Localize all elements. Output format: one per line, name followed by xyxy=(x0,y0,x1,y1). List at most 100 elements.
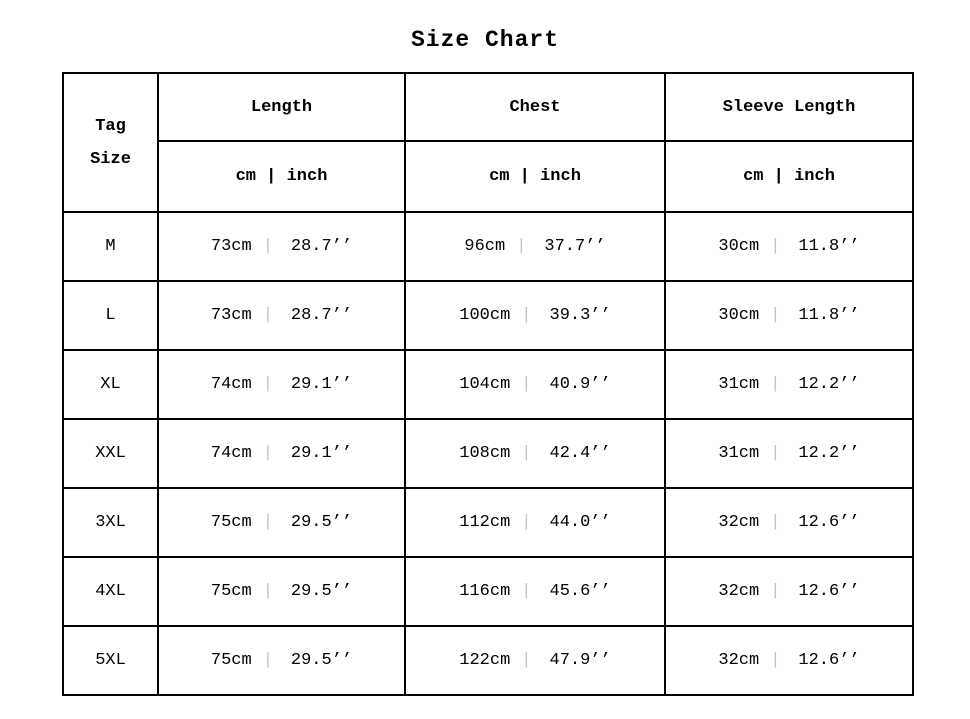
size-cell: 3XL xyxy=(62,487,159,558)
unit-separator-pipe: | xyxy=(521,651,532,670)
unit-separator-pipe: | xyxy=(770,513,781,532)
table-header: Tag Size Length Chest Sleeve Length cm |… xyxy=(62,72,914,213)
unit-separator-pipe: | xyxy=(770,375,781,394)
units-header-length: cm | inch xyxy=(157,140,406,213)
table-row: 3XL 75cm | 29.5’’ 112cm | 44.0’’ 32cm | 12.6’’ xyxy=(62,487,914,558)
header-row-units: cm | inch cm | inch cm | inch xyxy=(63,140,914,213)
unit-separator-pipe: | xyxy=(521,306,532,325)
cm-value: 30cm xyxy=(718,237,760,256)
sleeve-cell: 30cm | 11.8’’ xyxy=(664,280,914,351)
inch-value: 44.0’’ xyxy=(549,513,611,532)
cm-value: 74cm xyxy=(210,375,252,394)
sleeve-cell: 32cm | 12.6’’ xyxy=(664,625,914,696)
column-header-sleeve-length: Sleeve Length xyxy=(664,72,914,142)
inch-value: 28.7’’ xyxy=(290,306,353,325)
unit-separator-pipe: | xyxy=(262,306,273,325)
inch-value: 47.9’’ xyxy=(549,651,611,670)
inch-value: 12.6’’ xyxy=(798,582,860,601)
inch-value: 45.6’’ xyxy=(549,582,611,601)
sleeve-cell: 31cm | 12.2’’ xyxy=(664,349,914,420)
cm-value: 31cm xyxy=(718,375,760,394)
unit-separator-pipe: | xyxy=(262,375,273,394)
inch-value: 29.5’’ xyxy=(290,513,353,532)
inch-value: 29.5’’ xyxy=(290,582,353,601)
length-cell: 74cm | 29.1’’ xyxy=(157,349,406,420)
chest-cell: 108cm | 42.4’’ xyxy=(404,418,666,489)
inch-value: 37.7’’ xyxy=(544,237,606,256)
cm-value: 108cm xyxy=(459,444,511,463)
unit-separator-pipe: | xyxy=(262,513,273,532)
cm-value: 32cm xyxy=(718,582,760,601)
cm-value: 32cm xyxy=(718,513,760,532)
table-row: 5XL 75cm | 29.5’’ 122cm | 47.9’’ 32cm | 12.6’’ xyxy=(62,625,914,696)
inch-value: 12.2’’ xyxy=(798,444,860,463)
unit-separator-pipe: | xyxy=(770,651,781,670)
cm-value: 112cm xyxy=(459,513,511,532)
table-row: XL 74cm | 29.1’’ 104cm | 40.9’’ 31cm | 12.2’’ xyxy=(62,349,914,420)
table-row: L 73cm | 28.7’’ 100cm | 39.3’’ 30cm | 11.8’’ xyxy=(62,280,914,351)
length-cell: 74cm | 29.1’’ xyxy=(157,418,406,489)
cm-value: 122cm xyxy=(459,651,511,670)
cm-value: 75cm xyxy=(210,513,252,532)
cm-value: 31cm xyxy=(718,444,760,463)
inch-value: 12.6’’ xyxy=(798,651,860,670)
length-cell: 75cm | 29.5’’ xyxy=(157,556,406,627)
cm-value: 73cm xyxy=(210,306,252,325)
inch-value: 12.2’’ xyxy=(798,375,860,394)
cm-value: 32cm xyxy=(718,651,760,670)
inch-value: 29.5’’ xyxy=(290,651,353,670)
column-header-length: Length xyxy=(157,72,406,142)
chest-cell: 122cm | 47.9’’ xyxy=(404,625,666,696)
table-row: 4XL 75cm | 29.5’’ 116cm | 45.6’’ 32cm | 12.6’’ xyxy=(62,556,914,627)
inch-value: 42.4’’ xyxy=(549,444,611,463)
size-cell: XXL xyxy=(62,418,159,489)
chest-cell: 116cm | 45.6’’ xyxy=(404,556,666,627)
inch-value: 39.3’’ xyxy=(549,306,611,325)
sleeve-cell: 32cm | 12.6’’ xyxy=(664,556,914,627)
unit-separator-pipe: | xyxy=(770,306,781,325)
cm-value: 73cm xyxy=(210,237,252,256)
size-cell: 4XL xyxy=(62,556,159,627)
units-header-sleeve-length: cm | inch xyxy=(664,140,914,213)
size-cell: M xyxy=(62,211,159,282)
unit-separator-pipe: | xyxy=(770,237,781,256)
cm-value: 96cm xyxy=(464,237,506,256)
chest-cell: 100cm | 39.3’’ xyxy=(404,280,666,351)
cm-value: 116cm xyxy=(459,582,511,601)
unit-separator-pipe: | xyxy=(521,444,532,463)
unit-separator-pipe: | xyxy=(770,582,781,601)
table-row: M 73cm | 28.7’’ 96cm | 37.7’’ 30cm | 11.8’’ xyxy=(62,211,914,282)
chest-cell: 96cm | 37.7’’ xyxy=(404,211,666,282)
unit-separator-pipe: | xyxy=(770,444,781,463)
unit-separator-pipe: | xyxy=(262,582,273,601)
corner-header-line1: Tag xyxy=(95,116,126,136)
unit-separator-pipe: | xyxy=(521,582,532,601)
length-cell: 75cm | 29.5’’ xyxy=(157,625,406,696)
inch-value: 29.1’’ xyxy=(290,375,353,394)
length-cell: 75cm | 29.5’’ xyxy=(157,487,406,558)
inch-value: 29.1’’ xyxy=(290,444,353,463)
cm-value: 30cm xyxy=(718,306,760,325)
unit-separator-pipe: | xyxy=(516,237,527,256)
header-row-labels: Tag Size Length Chest Sleeve Length xyxy=(62,72,914,213)
chest-cell: 112cm | 44.0’’ xyxy=(404,487,666,558)
inch-value: 12.6’’ xyxy=(798,513,860,532)
cm-value: 100cm xyxy=(459,306,511,325)
page-title: Size Chart xyxy=(410,27,560,53)
table-body: M 73cm | 28.7’’ 96cm | 37.7’’ 30cm | 11.8’’ L 73cm |… xyxy=(62,211,914,696)
length-cell: 73cm | 28.7’’ xyxy=(157,211,406,282)
units-header-chest: cm | inch xyxy=(404,140,666,213)
inch-value: 11.8’’ xyxy=(798,237,860,256)
inch-value: 40.9’’ xyxy=(549,375,611,394)
column-header-chest: Chest xyxy=(404,72,666,142)
size-cell: 5XL xyxy=(62,625,159,696)
unit-separator-pipe: | xyxy=(262,237,273,256)
sleeve-cell: 30cm | 11.8’’ xyxy=(664,211,914,282)
corner-header-line2: Size xyxy=(90,149,131,169)
cm-value: 75cm xyxy=(210,582,252,601)
inch-value: 11.8’’ xyxy=(798,306,860,325)
chest-cell: 104cm | 40.9’’ xyxy=(404,349,666,420)
cm-value: 74cm xyxy=(210,444,252,463)
size-cell: XL xyxy=(62,349,159,420)
length-cell: 73cm | 28.7’’ xyxy=(157,280,406,351)
